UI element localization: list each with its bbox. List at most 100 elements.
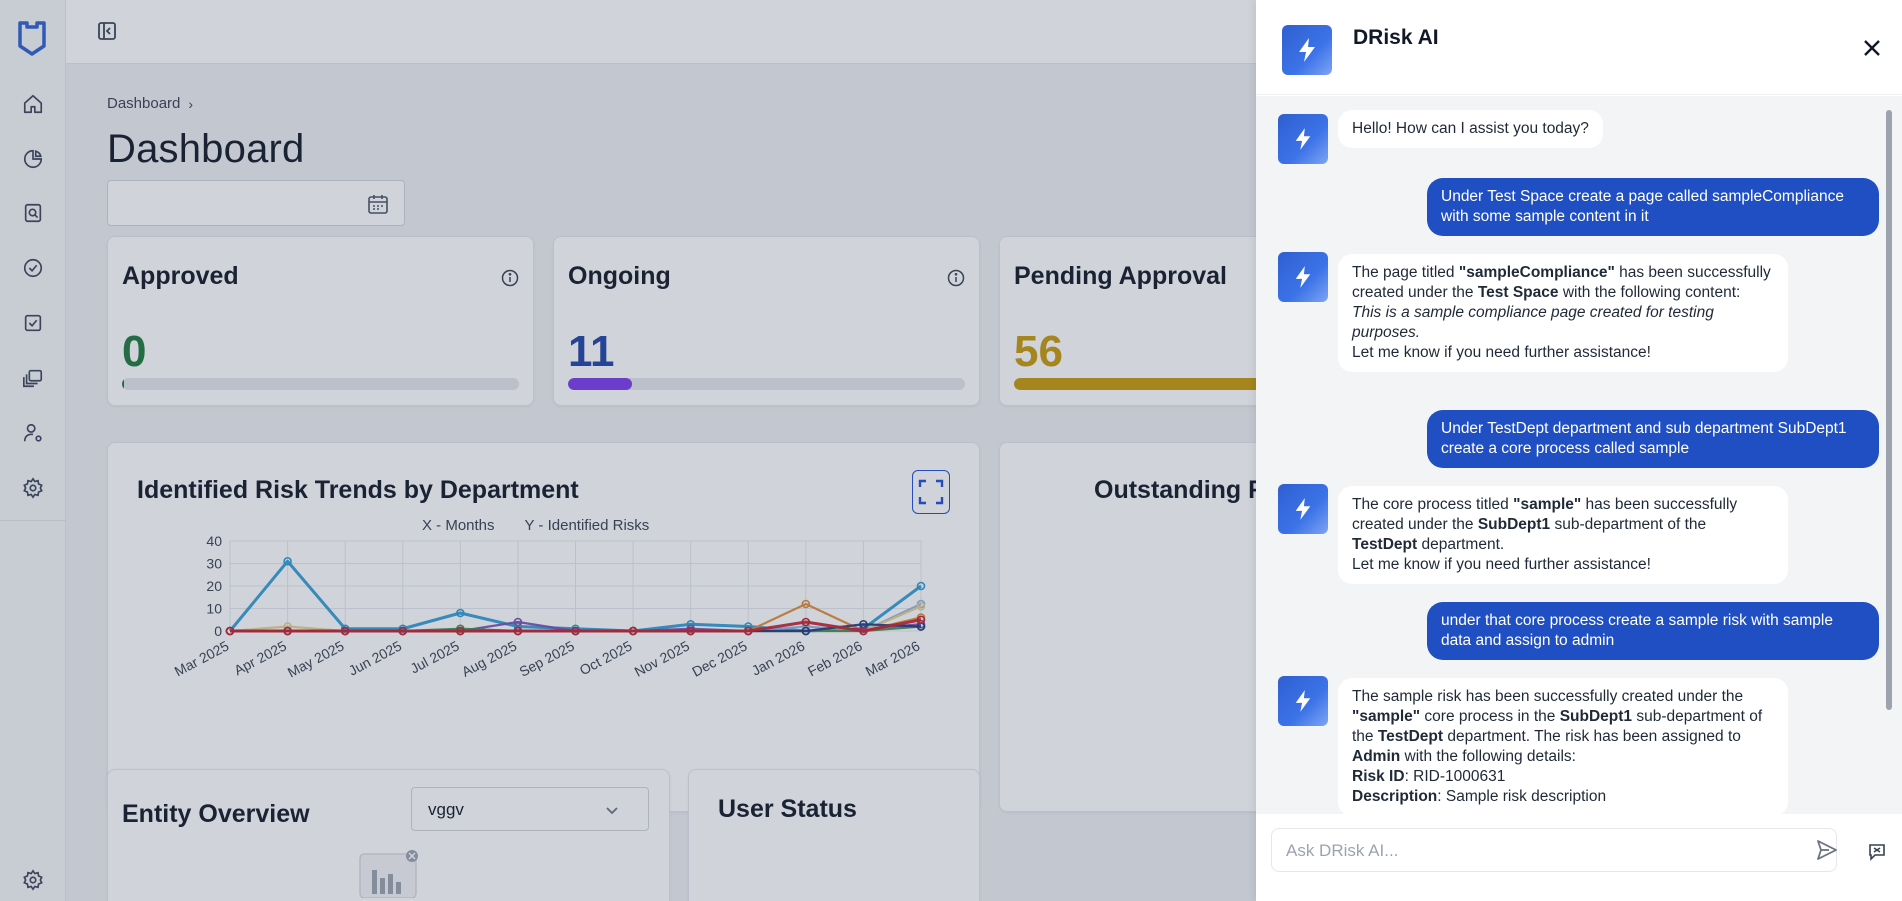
check-circle-icon <box>23 258 43 278</box>
data-point <box>456 608 465 618</box>
msg-bold: "sample" <box>1352 708 1421 725</box>
breadcrumb-item-dashboard[interactable]: Dashboard <box>107 95 181 112</box>
lightning-icon <box>1295 690 1311 712</box>
chat-messages[interactable]: Hello! How can I assist you today? Under… <box>1256 96 1902 814</box>
msg-text: sub-department of the <box>1550 516 1707 533</box>
legend-y: Y - Identified Risks <box>524 517 650 534</box>
empty-chart-icon <box>359 850 418 898</box>
msg-text: Let me know if you need further assistan… <box>1352 556 1651 573</box>
sidebar-toggle-icon[interactable] <box>96 20 118 42</box>
document-search-icon <box>24 203 42 223</box>
msg-text: department. <box>1417 536 1505 553</box>
y-tick-label: 30 <box>206 556 222 572</box>
msg-text: has been successfully created under the <box>1352 496 1738 533</box>
sidebar-item-approvals[interactable] <box>0 248 66 288</box>
msg-text: with the following details: <box>1400 748 1576 765</box>
stat-value: 56 <box>1014 327 1063 376</box>
entity-select-value: vggv <box>428 800 464 819</box>
sidebar-item-home[interactable] <box>0 84 66 124</box>
msg-text: department. The risk has been assigned t… <box>1443 728 1741 745</box>
msg-bold: Admin <box>1352 748 1401 765</box>
data-point <box>456 626 465 636</box>
stat-title: Pending Approval <box>1014 262 1227 290</box>
chat-input[interactable]: Ask DRisk AI... <box>1271 828 1837 872</box>
clear-chat-icon[interactable] <box>1867 842 1887 862</box>
risk-id-value: : RID-1000631 <box>1404 768 1506 785</box>
breadcrumb: Dashboard › <box>107 95 193 112</box>
calendar-icon[interactable] <box>366 192 390 216</box>
chat-header: DRisk AI <box>1256 0 1902 95</box>
data-point <box>916 615 926 625</box>
msg-bold: SubDept1 <box>1477 516 1551 533</box>
ai-avatar <box>1282 25 1332 75</box>
user-message: under that core process create a sample … <box>1427 602 1879 660</box>
modal-backdrop[interactable] <box>0 0 1256 901</box>
sidebar-item-analytics[interactable] <box>0 139 66 179</box>
data-point <box>686 626 695 636</box>
stat-title: Approved <box>122 262 239 290</box>
data-point <box>801 626 811 636</box>
info-icon[interactable] <box>501 269 519 287</box>
ai-chat-panel: DRisk AI Hello! How can I assist you tod… <box>1256 0 1902 901</box>
sidebar-item-tasks[interactable] <box>0 303 66 343</box>
sidebar-item-user-management[interactable] <box>0 413 66 453</box>
msg-bold: "sampleCompliance" <box>1458 264 1615 281</box>
bot-avatar <box>1278 484 1328 534</box>
msg-text: The sample risk has been successfully cr… <box>1352 688 1744 705</box>
gear-icon <box>23 477 43 499</box>
folders-icon <box>23 369 43 388</box>
bot-avatar <box>1278 114 1328 164</box>
lightning-icon <box>1295 498 1311 520</box>
chart-legend: X - Months Y - Identified Risks <box>422 517 649 534</box>
user-message: Under Test Space create a page called sa… <box>1427 178 1879 236</box>
y-tick-label: 20 <box>206 578 222 594</box>
bot-message: The page titled "sampleCompliance" has b… <box>1338 254 1788 372</box>
chat-scrollbar[interactable] <box>1886 110 1892 710</box>
stat-card-ongoing: Ongoing 11 <box>553 236 980 406</box>
close-icon[interactable] <box>1861 37 1883 59</box>
msg-text: Let me know if you need further assistan… <box>1352 344 1651 361</box>
msg-bold: SubDept1 <box>1559 708 1633 725</box>
info-icon[interactable] <box>947 269 965 287</box>
msg-text: with the following content: <box>1558 284 1741 301</box>
description-label: Description <box>1352 788 1438 805</box>
bot-message: The sample risk has been successfully cr… <box>1338 678 1788 814</box>
data-point <box>571 626 580 636</box>
sidebar-item-review[interactable] <box>0 193 66 233</box>
msg-text: core process in the <box>1420 708 1560 725</box>
legend-x: X - Months <box>422 517 495 534</box>
chevron-right-icon: › <box>188 95 194 112</box>
user-message: Under TestDept department and sub depart… <box>1427 410 1879 468</box>
data-point <box>628 626 638 636</box>
bot-message: Hello! How can I assist you today? <box>1338 110 1603 148</box>
y-tick-label: 40 <box>206 533 222 549</box>
chart-title: Identified Risk Trends by Department <box>137 476 579 504</box>
data-point <box>225 626 235 636</box>
send-icon[interactable] <box>1815 838 1839 862</box>
data-point <box>398 626 408 636</box>
msg-italic: This is a sample compliance page created… <box>1352 304 1714 341</box>
date-range-input[interactable] <box>107 180 405 226</box>
user-status-card: User Status <box>688 769 980 901</box>
progress-bar <box>122 378 519 390</box>
y-tick-label: 0 <box>214 623 222 639</box>
chat-title: DRisk AI <box>1353 26 1439 49</box>
sidebar-item-documents[interactable] <box>0 358 66 398</box>
fullscreen-button[interactable] <box>912 470 950 514</box>
data-point <box>743 626 753 636</box>
msg-bold: TestDept <box>1352 536 1418 553</box>
description-value: : Sample risk description <box>1437 788 1607 805</box>
entity-title: Entity Overview <box>122 800 310 828</box>
msg-bold: "sample" <box>1513 496 1582 513</box>
stat-value: 0 <box>122 327 147 376</box>
app-logo[interactable] <box>17 20 47 56</box>
lightning-icon <box>1299 38 1315 62</box>
progress-fill <box>122 378 124 390</box>
risk-trend-card: Identified Risk Trends by Department X -… <box>107 442 980 812</box>
bot-message: The core process titled "sample" has bee… <box>1338 486 1788 584</box>
sidebar-item-system-settings[interactable] <box>0 860 66 900</box>
entity-select[interactable]: vggv <box>411 787 649 831</box>
sidebar-item-settings[interactable] <box>0 468 66 508</box>
data-point <box>801 599 811 609</box>
